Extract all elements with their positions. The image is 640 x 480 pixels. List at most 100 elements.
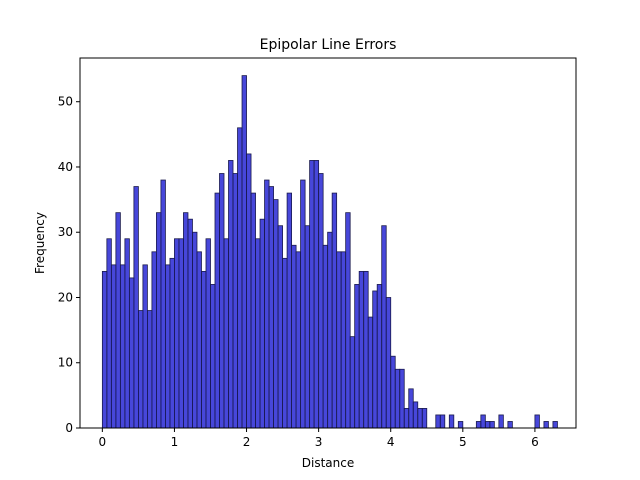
histogram-bar — [160, 179, 166, 429]
histogram-bar — [498, 414, 504, 429]
plot-frame — [79, 57, 577, 429]
histogram-bar — [457, 421, 464, 429]
histogram-bar — [106, 238, 112, 429]
histogram-bar — [183, 212, 189, 429]
y-tick-label: 20 — [58, 290, 73, 304]
histogram-bar — [489, 421, 495, 429]
histogram-bar — [417, 408, 423, 429]
histogram-bar — [399, 368, 405, 429]
x-tick-label: 0 — [99, 435, 107, 449]
histogram-bar — [201, 270, 207, 429]
histogram-bar — [448, 414, 455, 429]
histogram-bar — [435, 414, 441, 429]
histogram-bar — [300, 179, 306, 429]
histogram-bar — [327, 231, 333, 429]
y-tick-label: 10 — [58, 356, 73, 370]
histogram-bar — [421, 408, 428, 429]
histogram-bar — [178, 238, 184, 429]
histogram-bar — [309, 160, 315, 429]
chart-title: Epipolar Line Errors — [260, 37, 397, 53]
histogram-bar — [273, 199, 279, 429]
histogram-bar — [363, 270, 369, 429]
x-tick-label: 6 — [531, 435, 539, 449]
histogram-bar — [277, 225, 283, 429]
histogram-bar — [331, 192, 338, 429]
histogram-bar — [367, 316, 374, 429]
histogram-bar — [412, 401, 419, 429]
histogram-bar — [291, 244, 297, 429]
histogram-bar — [250, 192, 256, 429]
histogram-bar — [507, 421, 513, 429]
histogram-bar — [295, 251, 302, 429]
histogram-bar — [349, 336, 356, 429]
histogram-bar — [345, 212, 351, 429]
x-tick-label: 5 — [459, 435, 467, 449]
histogram-bar — [128, 277, 135, 429]
histogram-bar — [439, 414, 446, 429]
histogram-bar — [246, 153, 252, 429]
histogram-bar — [124, 238, 130, 429]
histogram-bar — [336, 251, 342, 429]
histogram-bar — [137, 310, 144, 429]
histogram-bar — [304, 225, 311, 429]
x-tick-label: 2 — [243, 435, 251, 449]
x-tick-label: 1 — [171, 435, 179, 449]
y-axis-ticks: 0 10 20 30 40 50 — [58, 95, 80, 435]
histogram-bar — [358, 270, 365, 429]
histogram-bar — [286, 192, 292, 429]
histogram-bar — [147, 310, 153, 429]
histogram-bar — [534, 414, 540, 429]
x-tick-label: 3 — [315, 435, 323, 449]
y-axis-label: Frequency — [33, 212, 47, 274]
histogram-bar — [318, 173, 324, 429]
histogram-bar — [241, 75, 247, 429]
histogram-bar — [322, 244, 329, 429]
histogram-bar — [282, 257, 288, 429]
histogram-bar — [376, 284, 383, 429]
histogram-bar — [232, 173, 238, 429]
histogram-bar — [196, 251, 202, 429]
histogram-bar — [475, 421, 482, 429]
histogram-bar — [219, 173, 225, 429]
histogram-bar — [313, 160, 320, 429]
histogram-bar — [187, 218, 193, 429]
y-tick-label: 30 — [58, 225, 73, 239]
histogram-bar — [268, 186, 274, 429]
x-axis-label: Distance — [302, 456, 354, 470]
histogram-bar — [119, 264, 126, 429]
histogram-bar — [259, 218, 265, 429]
y-tick-label: 50 — [58, 95, 73, 109]
histogram-bar — [543, 421, 549, 429]
y-tick-label: 40 — [58, 160, 73, 174]
histogram-bar — [142, 264, 148, 429]
histogram-bar — [390, 355, 396, 429]
histogram-bar — [110, 264, 117, 429]
histogram-bar — [385, 297, 392, 429]
histogram-bar — [340, 251, 347, 429]
x-tick-label: 4 — [387, 435, 395, 449]
histogram-bar — [133, 186, 139, 429]
histogram-bar — [408, 388, 414, 429]
histogram-bar — [156, 212, 162, 429]
histogram-bar — [210, 284, 216, 429]
histogram-bar — [214, 192, 220, 429]
histogram-bar — [174, 238, 180, 429]
histogram-bar — [151, 251, 157, 429]
histogram-bar — [354, 284, 360, 429]
histogram-bar — [394, 368, 401, 429]
histogram-bar — [165, 264, 171, 429]
histogram-bar — [403, 408, 410, 429]
histogram-bar — [552, 421, 558, 429]
histogram-bar — [205, 238, 211, 429]
histogram-bar — [101, 270, 108, 429]
histogram-bar — [228, 160, 234, 429]
y-tick-label: 0 — [65, 421, 73, 435]
histogram-bar — [480, 414, 486, 429]
histogram-bar — [484, 421, 491, 429]
bars-group — [101, 75, 558, 429]
histogram-bar — [237, 127, 243, 429]
histogram-bar — [192, 231, 198, 429]
histogram-bar — [223, 238, 229, 429]
histogram-bar — [115, 212, 121, 429]
